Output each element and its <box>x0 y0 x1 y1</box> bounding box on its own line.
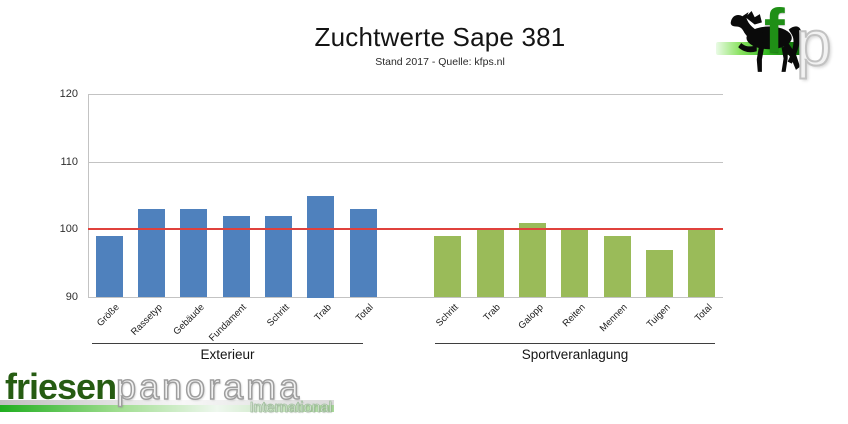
bar-sportveranlagung-reiten <box>561 229 588 297</box>
bar-sportveranlagung-trab <box>477 229 504 297</box>
logo-green-bar <box>0 405 334 412</box>
friesenpanorama-logo: friesenpanorama International <box>0 365 520 424</box>
chart-title: Zuchtwerte Sape 381 <box>314 22 566 52</box>
category-label-total: Total <box>692 302 715 324</box>
bar-exterieur-rassetyp <box>138 209 165 297</box>
bar-sportveranlagung-galopp <box>519 223 546 297</box>
bar-exterieur-größe <box>96 236 123 297</box>
kfp-letter-f: f <box>764 0 785 66</box>
logo-word-panorama: panorama <box>115 365 303 408</box>
bar-exterieur-trab <box>307 196 334 298</box>
group-label-exterieur: Exterieur <box>200 347 255 362</box>
logo-word-friesen: friesen <box>5 366 117 407</box>
chart-subtitle: Stand 2017 - Quelle: kfps.nl <box>375 56 505 68</box>
bar-sportveranlagung-tuigen <box>646 250 673 297</box>
friesian-horse-icon <box>726 10 804 81</box>
bar-sportveranlagung-mennen <box>604 236 631 297</box>
y-axis-line <box>88 94 89 297</box>
group-line-exterieur <box>92 343 363 344</box>
bar-sportveranlagung-total <box>688 229 715 297</box>
group-line-sportveranlagung <box>435 343 715 344</box>
logo-silver-bar <box>0 400 334 405</box>
y-axis-tick-label: 120 <box>59 88 78 100</box>
gridline-110 <box>88 162 723 163</box>
kfp-letter-p: p <box>795 6 833 80</box>
reference-line-100 <box>88 228 723 230</box>
y-axis-tick-label: 110 <box>60 156 78 168</box>
chart-header: Zuchtwerte Sape 381 Stand 2017 - Quelle:… <box>32 22 848 68</box>
group-label-sportveranlagung: Sportveranlagung <box>521 347 629 362</box>
logo-international-label: International <box>249 399 332 417</box>
logo-wordmark: friesenpanorama <box>5 365 303 408</box>
bar-exterieur-total <box>350 209 377 297</box>
x-axis-line <box>88 297 723 298</box>
y-axis-tick-label: 100 <box>59 223 78 235</box>
bar-exterieur-gebäude <box>180 209 207 297</box>
bar-sportveranlagung-schritt <box>434 236 461 297</box>
kfp-logo: f p <box>712 0 844 98</box>
category-label-mennen: Mennen <box>597 302 630 335</box>
category-label-tuigen: Tuigen <box>644 302 673 331</box>
y-axis-tick-label: 90 <box>65 291 78 303</box>
gridline-120 <box>88 94 723 95</box>
